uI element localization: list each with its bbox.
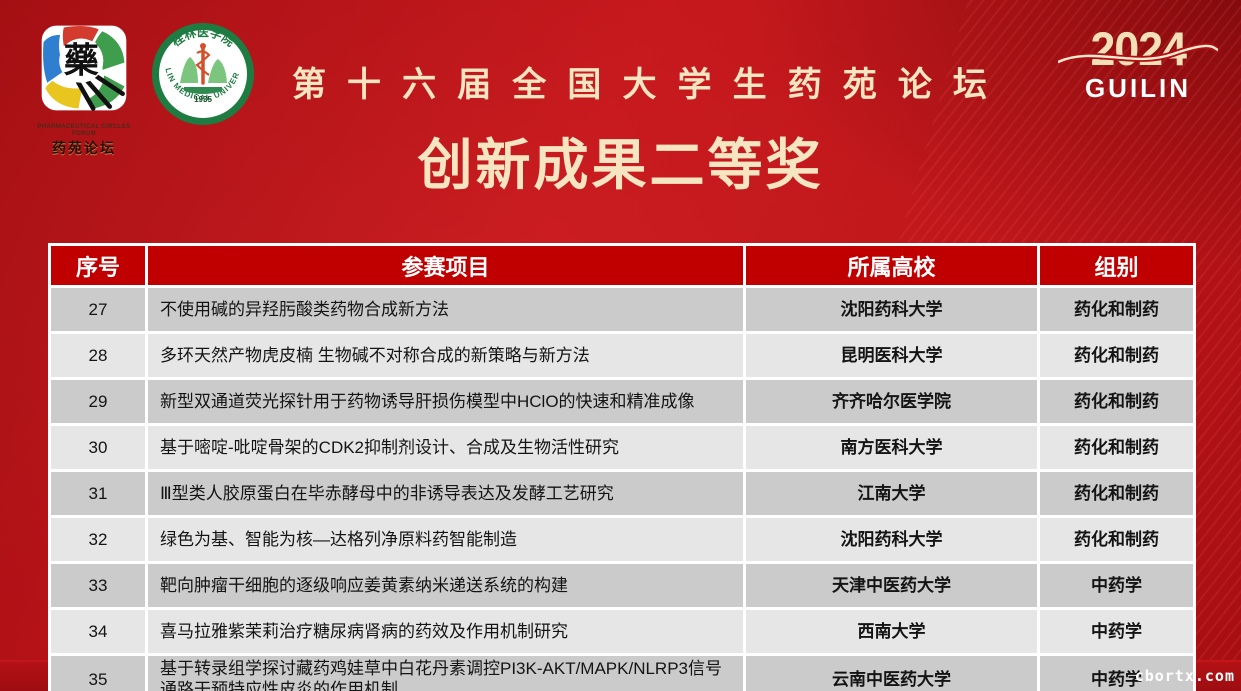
cell-no: 35 [48,653,148,691]
cell-group: 药化和制药 [1037,331,1196,380]
cell-university: 南方医科大学 [743,423,1040,472]
cell-no: 27 [48,285,148,334]
cell-group: 中药学 [1037,607,1196,656]
table-row: 32 绿色为基、智能为核—达格列净原料药智能制造 沈阳药科大学 药化和制药 [48,515,1196,564]
cell-group: 药化和制药 [1037,285,1196,334]
cell-no: 33 [48,561,148,610]
cell-no: 32 [48,515,148,564]
table-row: 31 Ⅲ型类人胶原蛋白在毕赤酵母中的非诱导表达及发酵工艺研究 江南大学 药化和制… [48,469,1196,518]
cell-group: 药化和制药 [1037,423,1196,472]
table-row: 35 基于转录组学探讨藏药鸡娃草中白花丹素调控PI3K-AKT/MAPK/NLR… [48,653,1196,691]
cell-group: 中药学 [1037,561,1196,610]
cell-university: 齐齐哈尔医学院 [743,377,1040,426]
forum-logo-icon: 藥 [38,25,130,118]
cell-project: 基于转录组学探讨藏药鸡娃草中白花丹素调控PI3K-AKT/MAPK/NLRP3信… [145,653,746,691]
gmu-founded-year: 1935 [194,95,212,104]
cell-no: 29 [48,377,148,426]
award-title: 创新成果二等奖 [417,134,824,196]
badge-city-text: GUILIN [1084,73,1192,103]
cell-no: 28 [48,331,148,380]
pharmaceutical-forum-logo: 藥 PHARMACEUTICAL CIRCLES FORUM 药苑论坛 [36,22,132,158]
table-row: 29 新型双通道荧光探针用于药物诱导肝损伤模型中HClO的快速和精准成像 齐齐哈… [48,377,1196,426]
badge-year-text: 2024 [1090,22,1186,75]
swoosh-line-icon [1058,43,1218,65]
forum-logo-caption-zh: 药苑论坛 [52,140,116,156]
cell-university: 江南大学 [743,469,1040,518]
cell-university: 沈阳药科大学 [743,285,1040,334]
table-row: 30 基于嘧啶-吡啶骨架的CDK2抑制剂设计、合成及生物活性研究 南方医科大学 … [48,423,1196,472]
cell-project: 靶向肿瘤干细胞的逐级响应姜黄素纳米递送系统的构建 [145,561,746,610]
award-table: 序号 参赛项目 所属高校 组别 27 不使用碱的异羟肟酸类药物合成新方法 沈阳药… [48,243,1196,691]
cell-project: 绿色为基、智能为核—达格列净原料药智能制造 [145,515,746,564]
header-project: 参赛项目 [145,243,746,288]
header-no: 序号 [48,243,148,288]
cell-project: Ⅲ型类人胶原蛋白在毕赤酵母中的非诱导表达及发酵工艺研究 [145,469,746,518]
cell-project: 不使用碱的异羟肟酸类药物合成新方法 [145,285,746,334]
cell-no: 31 [48,469,148,518]
table-row: 34 喜马拉雅紫茉莉治疗糖尿病肾病的药效及作用机制研究 西南大学 中药学 [48,607,1196,656]
year-2024-badge: 2024 GUILIN [1058,22,1218,103]
table-row: 28 多环天然产物虎皮楠 生物碱不对称合成的新策略与新方法 昆明医科大学 药化和… [48,331,1196,380]
svg-text:藥: 藥 [64,42,99,82]
cell-group: 药化和制药 [1037,377,1196,426]
cell-group: 中药学 [1037,653,1196,691]
cell-university: 天津中医药大学 [743,561,1040,610]
header-university: 所属高校 [743,243,1040,288]
cell-university: 云南中医药大学 [743,653,1040,691]
cell-university: 沈阳药科大学 [743,515,1040,564]
header-group: 组别 [1037,243,1196,288]
cell-project: 多环天然产物虎皮楠 生物碱不对称合成的新策略与新方法 [145,331,746,380]
table-header-row: 序号 参赛项目 所属高校 组别 [48,243,1196,288]
forum-title: 第十六届全国大学生药苑论坛 [291,66,1009,104]
forum-logo-caption-en: PHARMACEUTICAL CIRCLES FORUM [37,124,131,137]
guilin-medical-university-logo: 桂林医学院 GUILIN MEDICAL UNIVERSITY 1935 [146,14,256,127]
cell-no: 30 [48,423,148,472]
cell-project: 新型双通道荧光探针用于药物诱导肝损伤模型中HClO的快速和精准成像 [145,377,746,426]
cell-project: 喜马拉雅紫茉莉治疗糖尿病肾病的药效及作用机制研究 [145,607,746,656]
watermark: cbortx.com [1134,667,1235,685]
cell-group: 药化和制药 [1037,515,1196,564]
cell-project: 基于嘧啶-吡啶骨架的CDK2抑制剂设计、合成及生物活性研究 [145,423,746,472]
cell-university: 西南大学 [743,607,1040,656]
cell-no: 34 [48,607,148,656]
cell-university: 昆明医科大学 [743,331,1040,380]
cell-group: 药化和制药 [1037,469,1196,518]
table-row: 27 不使用碱的异羟肟酸类药物合成新方法 沈阳药科大学 药化和制药 [48,285,1196,334]
table-row: 33 靶向肿瘤干细胞的逐级响应姜黄素纳米递送系统的构建 天津中医药大学 中药学 [48,561,1196,610]
